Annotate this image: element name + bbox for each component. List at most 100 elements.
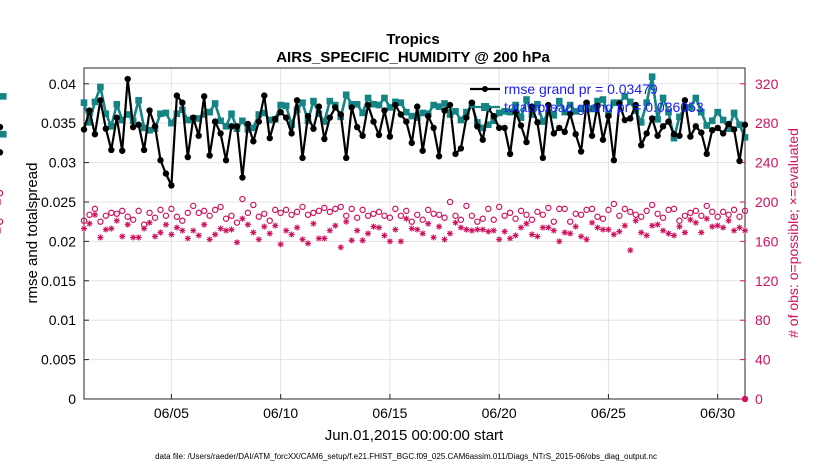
obs-evaluated-stroke — [600, 226, 606, 233]
rmse-point — [211, 118, 219, 125]
totalspread-point — [588, 105, 596, 113]
rmse-point — [441, 107, 448, 114]
rmse-point — [670, 131, 678, 138]
rmse-point — [676, 132, 683, 139]
obs-evaluated-marker — [272, 222, 279, 229]
obs-possible-marker — [414, 211, 421, 218]
obs-evaluated-marker — [124, 221, 131, 228]
totalspread-point — [430, 101, 437, 109]
x-tick-label: 06/25 — [591, 405, 626, 421]
obs-evaluated-stroke — [452, 220, 459, 226]
obs-possible-marker — [419, 216, 426, 223]
obs-evaluated-stroke — [261, 224, 267, 230]
rmse-point — [495, 124, 503, 132]
obs-evaluated-stroke — [217, 225, 224, 232]
obs-possible-marker — [157, 206, 164, 214]
obs-evaluated-marker — [233, 239, 240, 246]
totalspread-point — [594, 97, 601, 105]
totalspread-point — [610, 99, 618, 106]
obs-evaluated-marker — [359, 237, 366, 244]
totalspread-point — [321, 118, 328, 125]
obs-evaluated-stroke — [556, 238, 562, 244]
rmse-point — [654, 132, 661, 139]
obs-possible-marker — [424, 206, 432, 214]
obs-possible-marker — [670, 205, 678, 213]
obs-evaluated-marker — [605, 226, 612, 233]
obs-possible-marker — [572, 210, 579, 217]
obs-evaluated-stroke — [485, 228, 491, 235]
rmse-point — [643, 130, 650, 137]
totalspread-point — [621, 93, 629, 100]
rmse-point — [151, 123, 159, 130]
obs-evaluated-stroke — [660, 227, 666, 234]
obs-evaluated-marker — [709, 223, 716, 230]
obs-evaluated-stroke — [534, 233, 541, 240]
obs-evaluated-stroke — [671, 232, 677, 239]
obs-evaluated-marker — [141, 225, 148, 232]
obs-possible-marker — [659, 214, 667, 221]
obs-evaluated-marker — [162, 221, 169, 228]
totalspread-point — [719, 116, 727, 124]
rmse-point — [725, 120, 732, 128]
y2-tick-label: 320 — [755, 76, 779, 92]
obs-evaluated-stroke — [512, 232, 519, 239]
obs-possible-marker — [310, 209, 317, 217]
totalspread-point — [670, 134, 678, 142]
obs-possible-marker — [0, 218, 4, 225]
obs-evaluated-stroke — [693, 220, 699, 226]
totalspread-point — [490, 117, 498, 125]
obs-evaluated-marker — [632, 217, 639, 224]
rmse-point — [179, 99, 186, 106]
totalspread-point — [479, 124, 487, 132]
obs-evaluated-marker — [556, 238, 563, 245]
obs-possible-marker — [397, 212, 405, 219]
rmse-point — [353, 123, 361, 131]
obs-evaluated-stroke — [267, 230, 273, 237]
obs-evaluated-marker — [381, 232, 388, 239]
obs-possible-marker — [271, 206, 279, 214]
obs-evaluated-marker — [703, 215, 710, 222]
obs-evaluated-stroke — [376, 225, 382, 231]
obs-evaluated-marker — [283, 227, 290, 234]
obs-evaluated-marker — [179, 227, 186, 234]
x-tick-label: 06/30 — [700, 405, 735, 421]
obs-evaluated-marker — [266, 230, 273, 237]
obs-evaluated-marker — [474, 226, 481, 233]
obs-evaluated-stroke — [709, 224, 715, 230]
obs-possible-marker — [638, 213, 645, 220]
obs-possible-marker — [561, 205, 568, 213]
obs-evaluated-stroke — [365, 230, 371, 237]
obs-evaluated-marker — [561, 229, 568, 236]
obs-evaluated-stroke — [726, 218, 732, 224]
obs-evaluated-marker — [545, 224, 552, 231]
totalspread-point — [118, 116, 126, 124]
obs-possible-marker — [277, 209, 284, 217]
obs-possible-marker — [719, 208, 727, 216]
obs-evaluated-marker — [463, 226, 470, 233]
obs-evaluated-marker — [201, 221, 208, 228]
rmse-point — [168, 182, 175, 189]
totalspread-point — [506, 108, 514, 116]
obs-evaluated-marker — [550, 227, 557, 234]
rmse-point — [250, 138, 257, 145]
rmse-point — [282, 114, 290, 121]
rmse-point — [392, 101, 399, 109]
obs-possible-marker — [463, 202, 470, 210]
totalspread-point — [676, 113, 683, 121]
obs-evaluated-stroke — [562, 229, 568, 236]
totalspread-point — [359, 109, 366, 117]
rmse-point — [490, 112, 497, 120]
rmse-point — [599, 136, 607, 143]
rmse-point — [244, 120, 252, 128]
totalspread-point — [517, 114, 525, 121]
obs-evaluated-marker — [616, 228, 623, 235]
obs-possible-marker — [86, 211, 93, 218]
obs-evaluated-stroke — [529, 231, 535, 238]
obs-possible-marker — [288, 211, 295, 218]
obs-evaluated-marker — [146, 219, 153, 226]
rmse-point — [583, 99, 590, 106]
y2-tick-label: 80 — [755, 312, 771, 328]
obs-possible-marker — [80, 217, 88, 224]
rmse-point — [414, 103, 421, 110]
rmse-point — [577, 148, 585, 155]
